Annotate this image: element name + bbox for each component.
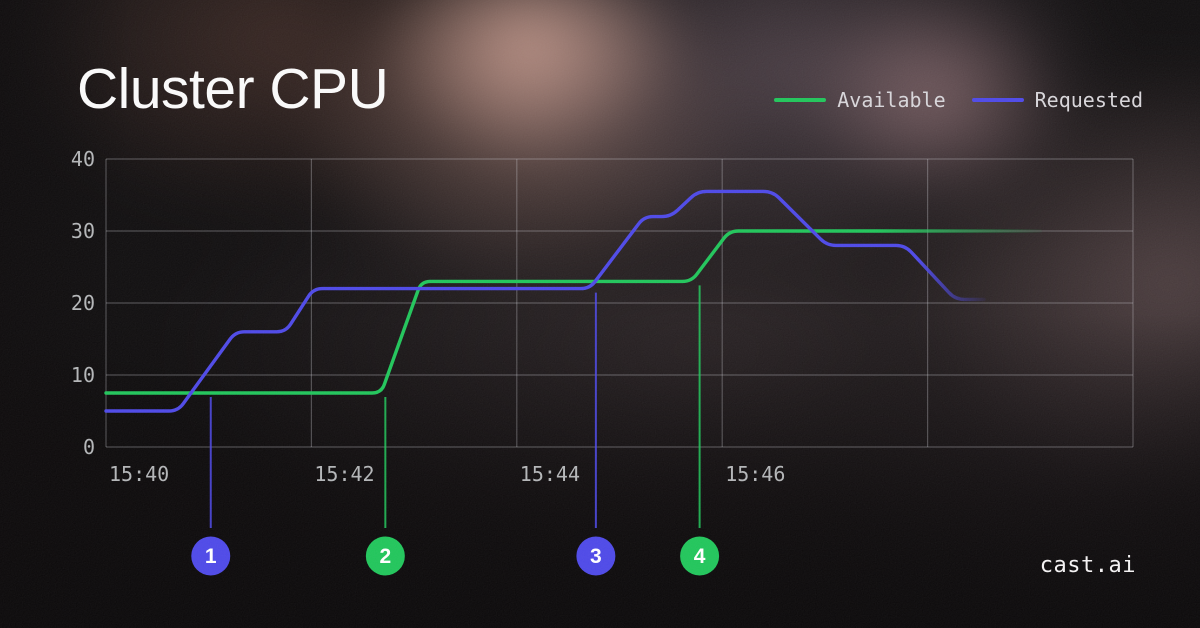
event-marker-4[interactable]: 4: [680, 536, 720, 576]
series-line-available: [104, 229, 1043, 395]
series-line-requested: [104, 189, 986, 413]
x-axis-tick-label: 15:46: [725, 462, 785, 486]
y-axis-tick-label: 30: [71, 219, 95, 243]
marker-number: 3: [590, 545, 602, 568]
y-axis-tick-label: 20: [71, 291, 95, 315]
y-axis-tick-label: 10: [71, 363, 95, 387]
event-marker-2[interactable]: 2: [365, 536, 405, 576]
x-axis-tick-label: 15:42: [314, 462, 374, 486]
marker-number: 2: [380, 545, 392, 568]
brand-logo: cast.ai: [1039, 553, 1136, 578]
y-axis-tick-label: 0: [83, 435, 95, 459]
y-axis-tick-label: 40: [71, 147, 95, 171]
marker-number: 1: [205, 545, 217, 568]
event-marker-1[interactable]: 1: [191, 536, 231, 576]
x-axis-tick-label: 15:44: [520, 462, 580, 486]
x-axis-tick-label: 15:40: [109, 462, 169, 486]
marker-number: 4: [694, 545, 706, 568]
event-marker-3[interactable]: 3: [576, 536, 616, 576]
